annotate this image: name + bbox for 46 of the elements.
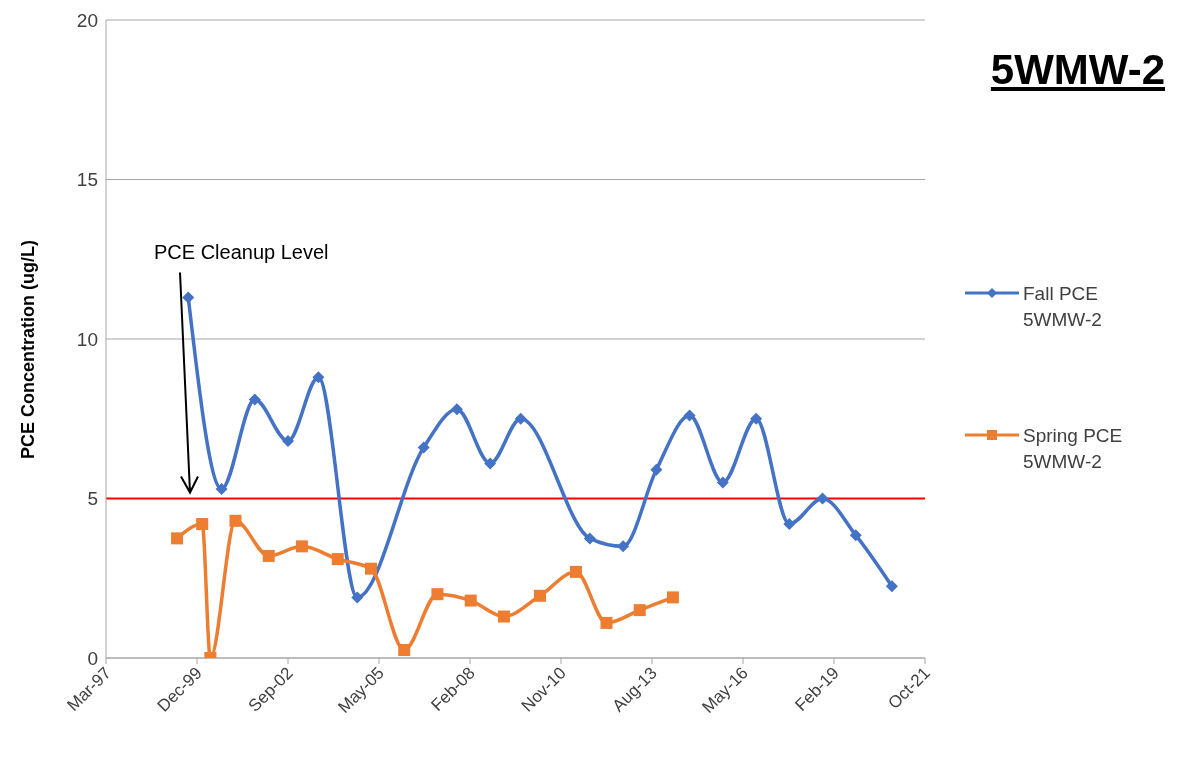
point — [262, 549, 275, 562]
point — [816, 492, 829, 505]
point — [600, 616, 613, 629]
point — [215, 482, 228, 495]
point — [683, 409, 696, 422]
point — [514, 412, 527, 425]
point — [295, 540, 308, 553]
y-tick-label: 15 — [76, 169, 98, 191]
point — [583, 532, 596, 545]
y-tick-label: 5 — [87, 488, 98, 510]
point — [633, 604, 646, 617]
point — [182, 291, 195, 304]
point — [569, 565, 582, 578]
point — [533, 589, 546, 602]
point — [783, 518, 796, 531]
point — [464, 594, 477, 607]
point — [398, 644, 411, 657]
point — [248, 393, 261, 406]
point — [171, 532, 184, 545]
point — [497, 610, 510, 623]
point — [282, 435, 294, 448]
point — [716, 476, 729, 489]
point — [417, 441, 430, 454]
legend-label: Spring PCE 5WMW-2 — [1023, 424, 1124, 474]
point — [849, 529, 862, 542]
point — [331, 553, 344, 566]
point — [666, 591, 679, 604]
y-tick-label: 0 — [87, 647, 98, 669]
y-tick-label: 10 — [76, 328, 98, 350]
y-axis-title: PCE Concentration (ug/L) — [18, 240, 39, 459]
annotation: PCE Cleanup Level — [154, 240, 329, 263]
point — [484, 457, 497, 470]
y-tick-label: 20 — [76, 9, 98, 31]
point — [351, 591, 364, 604]
point — [431, 588, 444, 601]
point — [450, 403, 463, 416]
point — [650, 463, 663, 476]
point — [312, 371, 325, 384]
point — [750, 412, 763, 425]
legend-label: Fall PCE 5WMW-2 — [1023, 282, 1103, 332]
point — [364, 562, 377, 575]
point — [196, 518, 209, 531]
point — [229, 514, 242, 527]
point — [617, 540, 630, 553]
text: 5WMW-2 — [990, 46, 1165, 94]
point — [885, 580, 898, 593]
